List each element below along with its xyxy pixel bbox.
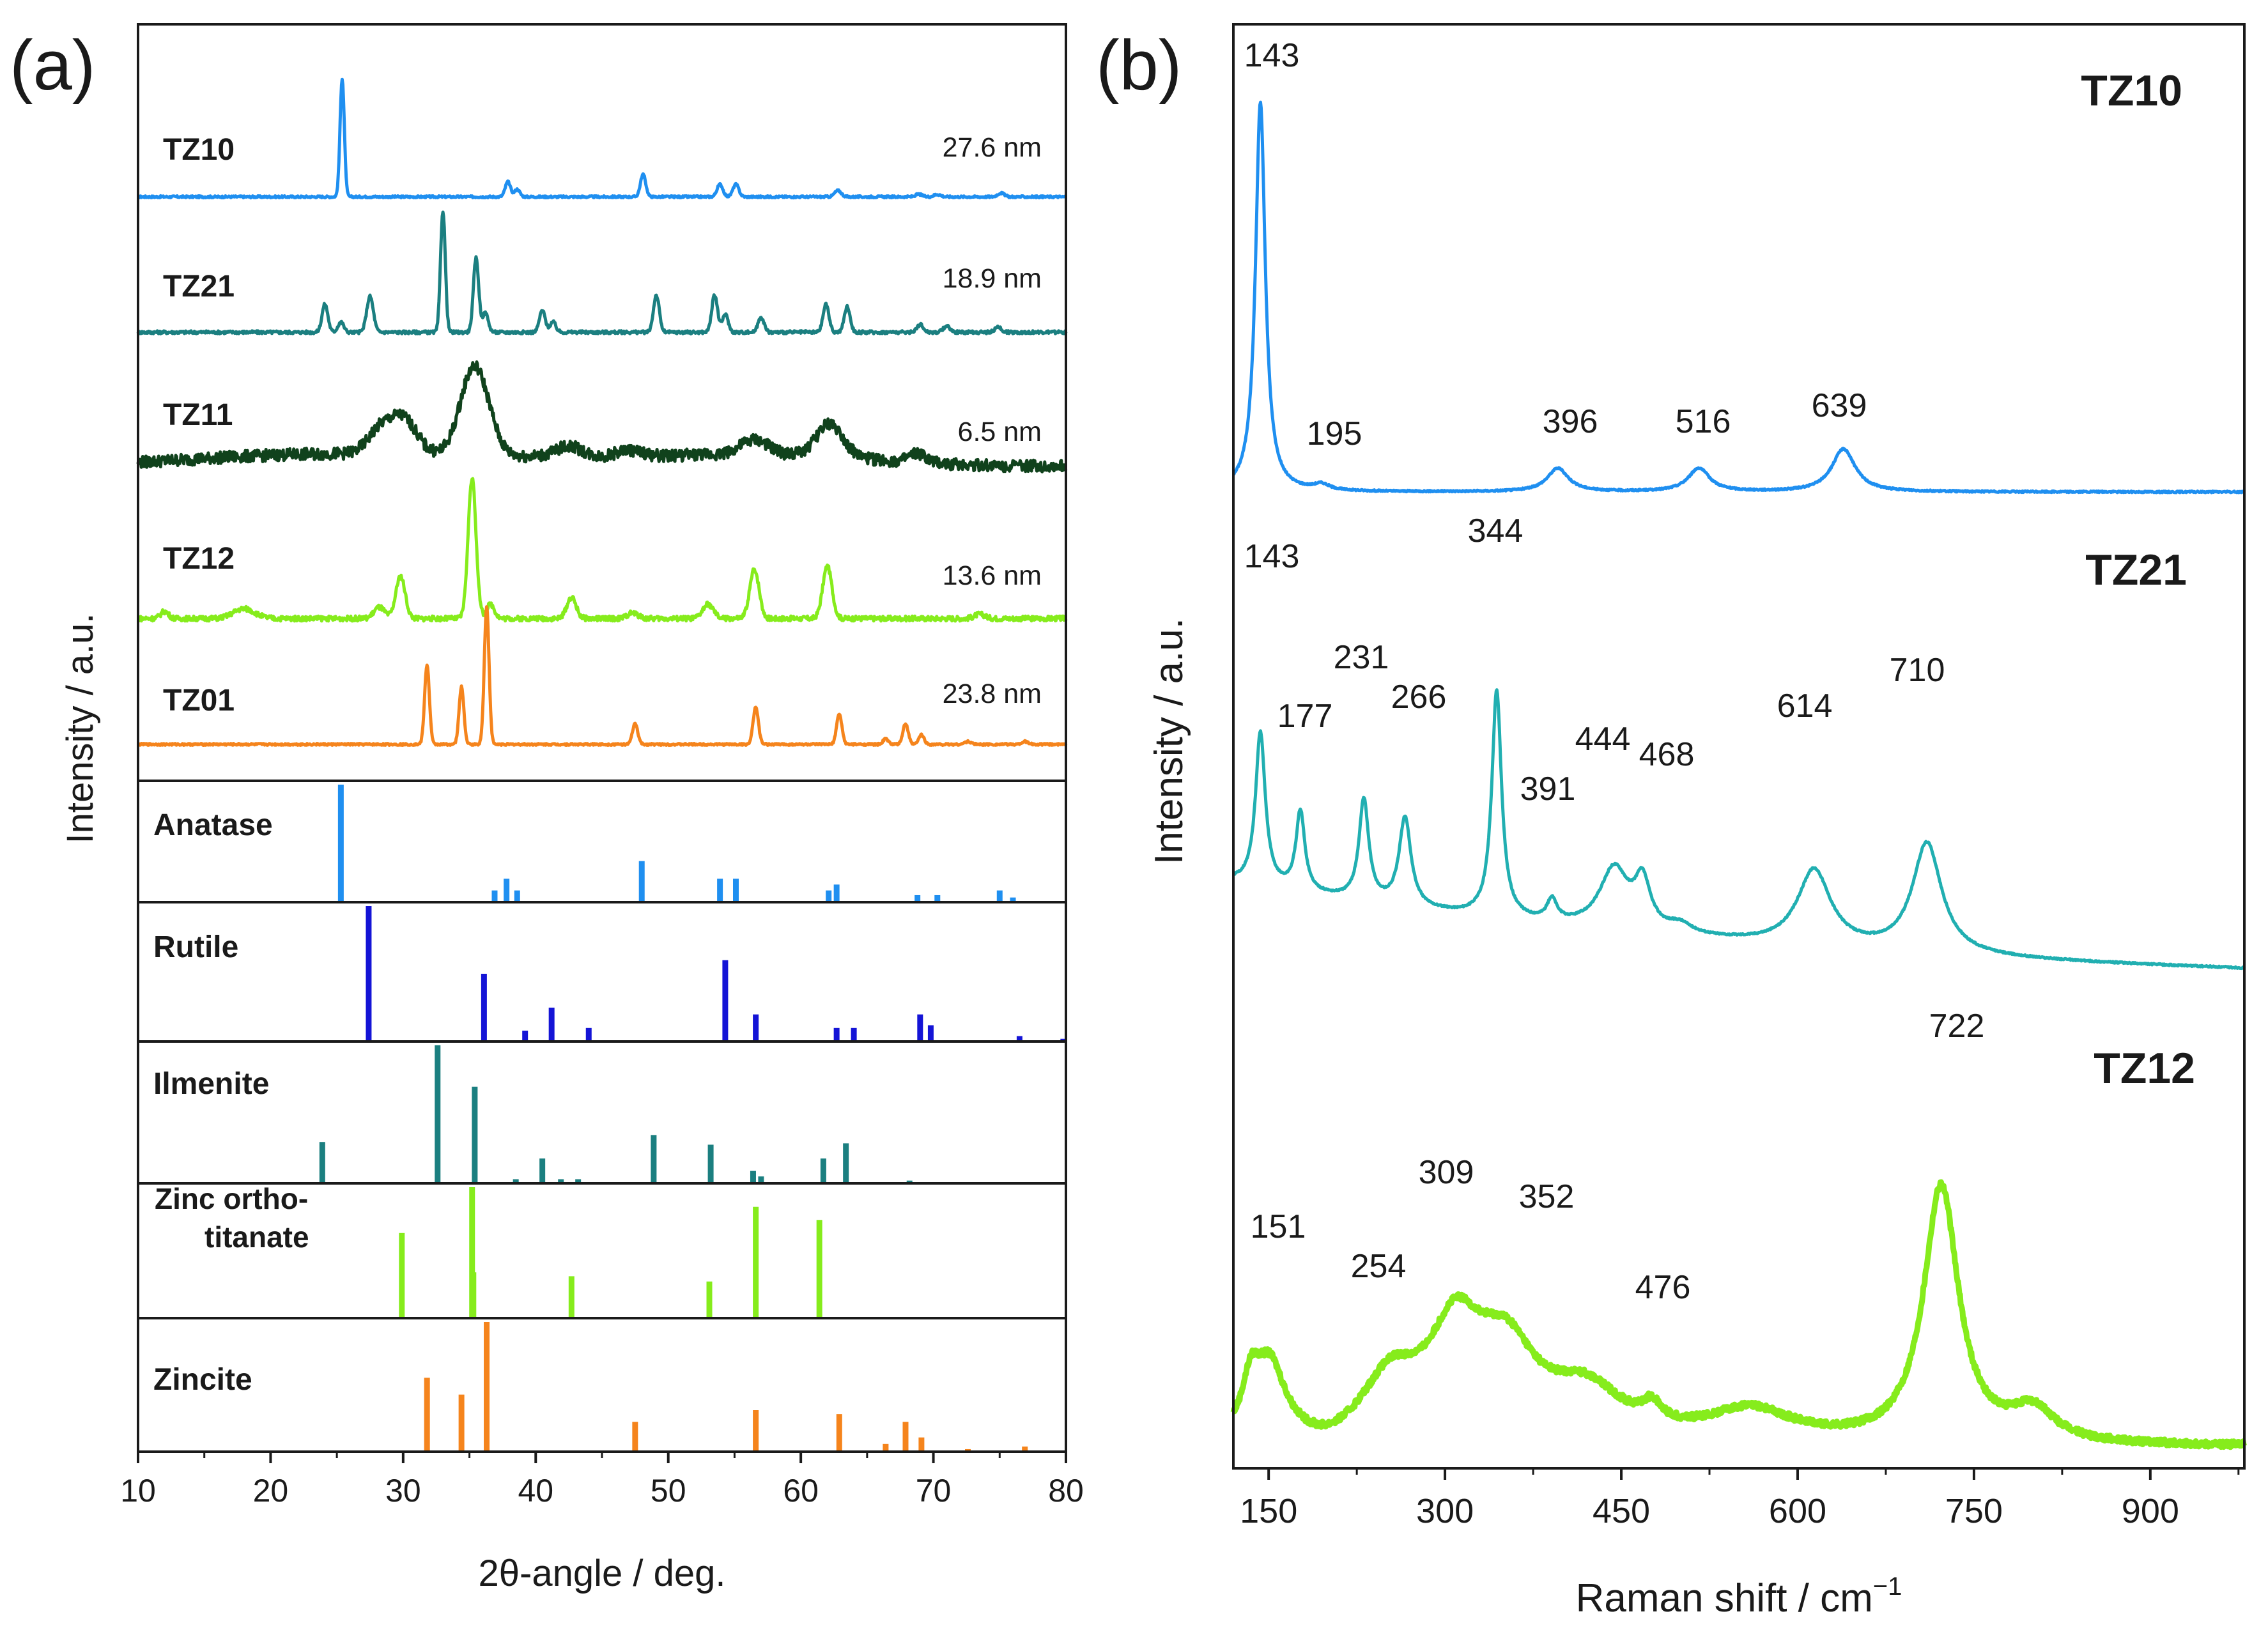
raman-peak-label: 614	[1777, 688, 1833, 725]
reference-label: Ilmenite	[153, 1067, 269, 1101]
raman-peak-label: 151	[1251, 1208, 1306, 1245]
xrd-line-tz11	[136, 360, 1068, 473]
xrd-x-tick-label: 40	[518, 1473, 553, 1509]
xrd-series-tz11: TZ11 6.5 nm	[136, 360, 1068, 473]
xrd-x-tick-label: 50	[651, 1473, 686, 1509]
xrd-x-tick-label: 30	[385, 1473, 421, 1509]
raman-peak-label: 344	[1468, 512, 1524, 550]
xrd-series-tz10: TZ10 27.6 nm	[137, 77, 1068, 200]
xrd-sample-label: TZ12	[163, 542, 235, 576]
raman-peak-label: 266	[1391, 679, 1447, 716]
raman-peak-label: 352	[1519, 1178, 1575, 1215]
xrd-x-axis-label: 2θ-angle / deg.	[479, 1553, 726, 1594]
xrd-x-tick-label: 10	[120, 1473, 156, 1509]
xrd-x-tick-label: 70	[916, 1473, 952, 1509]
xrd-crystallite-size: 27.6 nm	[943, 132, 1042, 163]
xrd-crystallite-size: 13.6 nm	[943, 560, 1042, 591]
reference-rutile: Rutile	[153, 906, 1067, 1041]
reference-label: Rutile	[153, 930, 238, 964]
reference-zinc-ortho-titanate: Zinc ortho-titanate	[155, 1182, 822, 1318]
reference-label: Zincite	[153, 1363, 252, 1397]
xrd-series-tz21: TZ21 18.9 nm	[136, 210, 1068, 335]
xrd-line-tz10	[137, 77, 1068, 200]
raman-axes-frame	[1232, 23, 2246, 1470]
raman-peak-label: 476	[1635, 1269, 1691, 1306]
raman-peak-label: 516	[1676, 403, 1731, 440]
raman-peak-label: 444	[1575, 721, 1631, 758]
raman-sample-label: TZ12	[2094, 1044, 2195, 1093]
raman-series-tz10: TZ10 143 195 396 516 639	[1232, 37, 2246, 495]
xrd-series-tz01: TZ01 23.8 nm	[137, 605, 1068, 747]
raman-line-tz21	[1232, 688, 2246, 971]
raman-x-tick-label: 900	[2122, 1492, 2179, 1530]
reference-label: Zinc ortho-titanate	[155, 1182, 309, 1254]
reference-zincite: Zincite	[153, 1322, 1028, 1452]
raman-peak-label: 710	[1890, 652, 1945, 689]
xrd-line-tz12	[137, 477, 1068, 623]
raman-peak-label: 468	[1639, 736, 1695, 773]
xrd-crystallite-size: 23.8 nm	[943, 679, 1042, 709]
raman-x-tick-label: 750	[1945, 1492, 2003, 1530]
xrd-y-axis-label: Intensity / a.u.	[59, 613, 101, 843]
raman-sample-label: TZ10	[2081, 66, 2182, 115]
xrd-line-tz01	[137, 605, 1068, 747]
reference-ilmenite: Ilmenite	[153, 1045, 913, 1183]
xrd-panel: TZ10 27.6 nm TZ21 18.9 nm TZ11 6.5 nm TZ12 13.6…	[59, 23, 1084, 1594]
raman-axes: 150 300 450 600 750 900	[1232, 23, 2246, 1530]
xrd-crystallite-size: 18.9 nm	[943, 263, 1042, 294]
xrd-sample-label: TZ11	[163, 398, 233, 432]
raman-x-tick-label: 300	[1416, 1492, 1474, 1530]
reference-label: Anatase	[153, 808, 273, 842]
xrd-axes: 10 20 30 40 50 60 70 80	[120, 23, 1084, 1509]
xrd-sample-label: TZ10	[163, 133, 235, 167]
xrd-crystallite-size: 6.5 nm	[958, 417, 1042, 447]
xrd-sample-label: TZ01	[163, 684, 235, 718]
raman-peak-label: 231	[1334, 639, 1389, 676]
raman-peak-label: 639	[1812, 387, 1867, 424]
raman-peak-label: 254	[1351, 1248, 1407, 1285]
xrd-series-tz12: TZ12 13.6 nm	[137, 477, 1068, 623]
panel-a-label: (a)	[10, 26, 95, 105]
panel-b-label: (b)	[1096, 26, 1182, 105]
raman-x-axis-label: Raman shift / cm−1	[1576, 1572, 1902, 1620]
raman-peak-label: 177	[1277, 698, 1333, 735]
raman-peak-label: 143	[1244, 37, 1300, 74]
raman-x-tick-label: 450	[1593, 1492, 1650, 1530]
raman-peak-label: 722	[1929, 1008, 1985, 1045]
xrd-line-tz21	[136, 210, 1068, 335]
xrd-sample-label: TZ21	[163, 270, 235, 304]
reference-anatase: Anatase	[153, 785, 1016, 902]
raman-x-tick-label: 600	[1769, 1492, 1826, 1530]
raman-series-tz12: TZ12 151 254 309 352 476 722	[1230, 1008, 2248, 1450]
xrd-x-tick-label: 80	[1048, 1473, 1084, 1509]
raman-y-axis-label: Intensity / a.u.	[1147, 618, 1191, 865]
raman-x-tick-label: 150	[1240, 1492, 1297, 1530]
raman-peak-label: 396	[1543, 403, 1598, 440]
raman-peak-label: 391	[1520, 771, 1576, 808]
xrd-plot-area: TZ10 27.6 nm TZ21 18.9 nm TZ11 6.5 nm TZ12 13.6…	[136, 77, 1068, 1452]
raman-peak-label: 143	[1244, 538, 1300, 575]
raman-peak-label: 309	[1419, 1154, 1474, 1191]
raman-sample-label: TZ21	[2085, 546, 2187, 594]
raman-line-tz10	[1232, 100, 2246, 495]
raman-line-tz12	[1230, 1179, 2248, 1450]
xrd-x-tick-label: 20	[253, 1473, 289, 1509]
raman-peak-label: 195	[1307, 415, 1362, 452]
xrd-x-tick-label: 60	[783, 1473, 819, 1509]
